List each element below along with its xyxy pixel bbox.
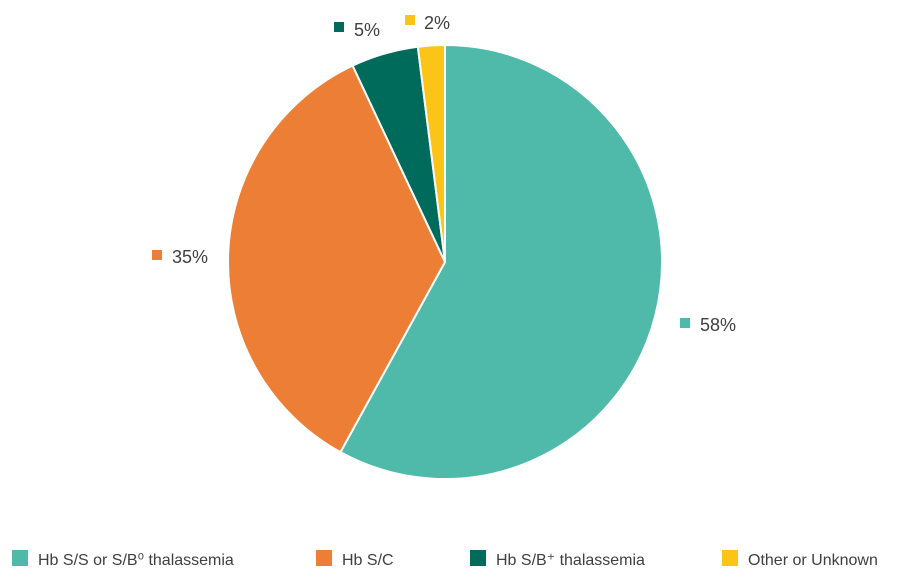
pie-slices (226, 43, 663, 480)
legend-swatch (12, 550, 28, 566)
legend-swatch (316, 550, 332, 566)
legend-label: Hb S/S or S/B⁰ thalassemia (38, 552, 234, 569)
data-label-marker (334, 22, 344, 32)
data-label: 58% (680, 315, 736, 335)
pie-slice (339, 43, 663, 480)
data-label: 35% (152, 247, 208, 267)
chart-legend: Hb S/S or S/B⁰ thalassemia Hb S/C Hb S/B⁺ … (12, 550, 878, 569)
pie-slice (416, 43, 446, 263)
data-label-marker (405, 15, 415, 25)
data-label-marker (152, 250, 162, 260)
legend-label: Hb S/C (342, 552, 394, 569)
data-label-text: 5% (354, 20, 380, 40)
legend-item: Hb S/C (316, 550, 394, 569)
data-label: 5% (334, 20, 380, 40)
legend-swatch (722, 550, 738, 566)
data-label: 2% (405, 13, 450, 33)
legend-item: Hb S/B⁺ thalassemia (470, 550, 645, 569)
legend-label: Hb S/B⁺ thalassemia (496, 552, 645, 569)
legend-label: Other or Unknown (748, 552, 878, 569)
pie-slice (226, 64, 447, 454)
data-label-marker (680, 318, 690, 328)
legend-item: Hb S/S or S/B⁰ thalassemia (12, 550, 234, 569)
data-label-text: 35% (172, 247, 208, 267)
data-label-text: 2% (424, 13, 450, 33)
pie-data-labels: 58% 35% 5% 2% (152, 13, 736, 335)
legend-swatch (470, 550, 486, 566)
legend-item: Other or Unknown (722, 550, 878, 569)
data-label-text: 58% (700, 315, 736, 335)
